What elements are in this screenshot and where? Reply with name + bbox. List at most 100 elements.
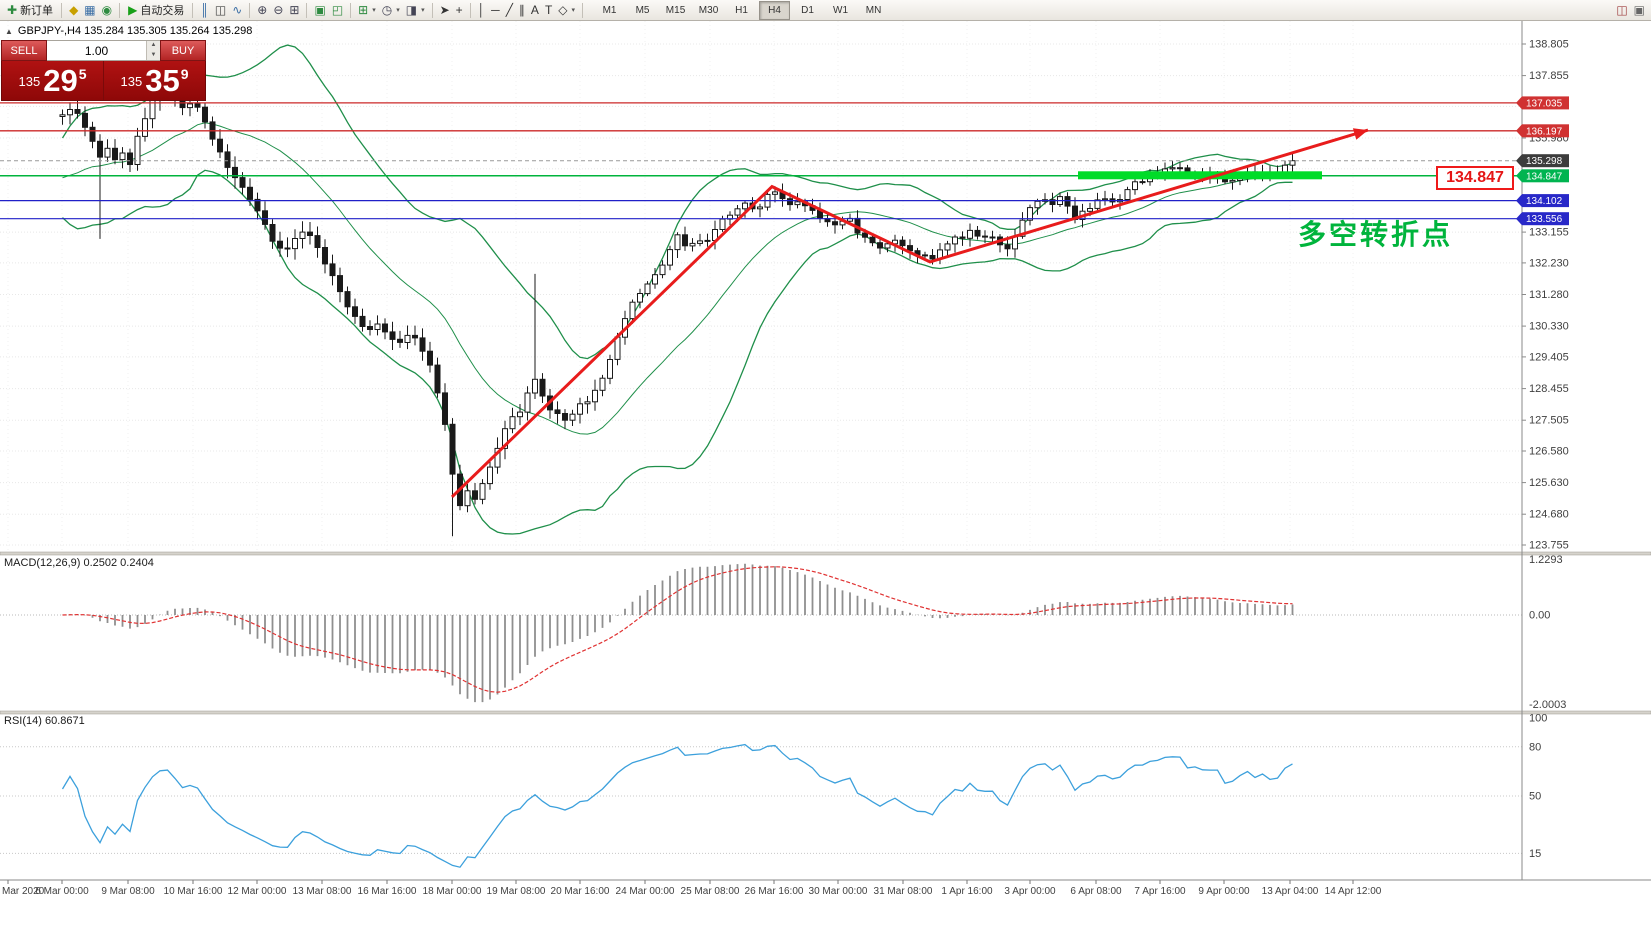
timeframe-m15-button[interactable]: M15	[665, 4, 686, 16]
svg-text:133.155: 133.155	[1529, 227, 1569, 239]
buy-button[interactable]: BUY	[160, 40, 206, 61]
timeframe-toolbar: M1 M5 M15 M30 H1 H4 D1 W1 MN	[593, 0, 890, 20]
timeframe-m1-button[interactable]: M1	[602, 4, 617, 16]
cursor-icon[interactable]: ➤	[439, 3, 450, 17]
candlestick-chart-icon[interactable]: ◫	[214, 3, 227, 17]
chart-plot-area[interactable]	[0, 21, 1522, 880]
svg-text:18 Mar 00:00: 18 Mar 00:00	[423, 886, 482, 897]
svg-text:24 Mar 00:00: 24 Mar 00:00	[616, 886, 675, 897]
svg-text:131.280: 131.280	[1529, 289, 1569, 301]
window-tile-icon[interactable]: ◫	[1616, 3, 1628, 17]
macd-signal-line	[62, 566, 1293, 693]
bar-chart-icon[interactable]: ║	[200, 3, 209, 17]
support-zone-highlight[interactable]	[1078, 171, 1322, 180]
timeframe-d1-button[interactable]: D1	[801, 4, 814, 16]
auto-trading-button[interactable]: ▶ 自动交易	[124, 1, 188, 19]
pane-separator[interactable]	[0, 710, 1651, 715]
vertical-line-icon[interactable]: │	[477, 3, 486, 17]
profiles-icon[interactable]: ◷ ▾	[381, 3, 400, 17]
new-chart-icon[interactable]: ⊞ ▾	[358, 3, 376, 17]
toolbar-separator	[192, 2, 194, 18]
svg-text:132.230: 132.230	[1529, 257, 1569, 269]
macd-zero-label: 0.00	[1529, 610, 1550, 622]
price-tag-135.298: 135.298	[1516, 154, 1569, 168]
templates-icon[interactable]: ◨ ▾	[405, 3, 425, 17]
auto-arrange-icon[interactable]: ▣	[314, 3, 326, 17]
toolbar-separator	[306, 2, 308, 18]
sell-price[interactable]: 135 29 5	[2, 61, 104, 100]
sell-price-sup: 5	[78, 66, 87, 82]
timeframe-mn-button[interactable]: MN	[865, 4, 882, 16]
macd-min-label: -2.0003	[1529, 699, 1566, 711]
window-cascade-icon[interactable]: ▣	[1633, 3, 1645, 17]
line-chart-icon[interactable]: ∿	[232, 3, 243, 17]
new-order-icon: ✚	[7, 3, 18, 17]
volume-input[interactable]	[47, 41, 146, 60]
svg-text:6 Apr 08:00: 6 Apr 08:00	[1070, 886, 1122, 897]
svg-text:9 Mar 08:00: 9 Mar 08:00	[101, 886, 155, 897]
volume-increase-button[interactable]: ▲	[147, 41, 160, 51]
svg-text:135.298: 135.298	[1526, 156, 1563, 167]
bollinger-middle-band	[62, 122, 1293, 435]
svg-text:30 Mar 00:00: 30 Mar 00:00	[809, 886, 868, 897]
macd-indicator-label: MACD(12,26,9) 0.2502 0.2404	[4, 557, 154, 569]
horizontal-line-icon[interactable]: ─	[491, 3, 500, 17]
timeframe-m5-button[interactable]: M5	[635, 4, 650, 16]
buy-price[interactable]: 135 35 9	[104, 61, 205, 100]
price-tag-134.102: 134.102	[1516, 194, 1569, 208]
market-watch-icon[interactable]: ▦	[84, 3, 96, 17]
sell-button[interactable]: SELL	[1, 40, 47, 61]
price-tag-134.847: 134.847	[1516, 169, 1569, 183]
rsi-level-label: 100	[1529, 713, 1547, 725]
svg-text:125.630: 125.630	[1529, 477, 1569, 489]
svg-text:14 Apr 12:00: 14 Apr 12:00	[1325, 886, 1382, 897]
toolbar-separator	[249, 2, 251, 18]
dropdown-arrow-icon: ▾	[396, 7, 400, 14]
svg-text:126.580: 126.580	[1529, 446, 1569, 458]
collapse-trade-panel-icon[interactable]: ▲	[5, 26, 13, 36]
dropdown-arrow-icon: ▾	[571, 7, 576, 14]
svg-text:13 Apr 04:00: 13 Apr 04:00	[1262, 886, 1319, 897]
svg-text:133.556: 133.556	[1526, 214, 1563, 225]
svg-text:12 Mar 00:00: 12 Mar 00:00	[228, 886, 287, 897]
volume-stepper: ▲ ▼	[146, 41, 160, 60]
svg-text:9 Apr 00:00: 9 Apr 00:00	[1198, 886, 1250, 897]
new-order-label: 新订单	[20, 5, 54, 17]
arrows-icon[interactable]: ◇ ▾	[558, 3, 576, 17]
toolbar-separator	[119, 2, 121, 18]
price-axis[interactable]: 138.805137.855135.980133.155132.230131.2…	[1521, 21, 1569, 880]
timeframe-h1-button[interactable]: H1	[735, 4, 748, 16]
svg-text:137.855: 137.855	[1529, 70, 1569, 82]
svg-text:19 Mar 08:00: 19 Mar 08:00	[487, 886, 546, 897]
timeframe-h4-button[interactable]: H4	[759, 0, 791, 20]
timeframe-w1-button[interactable]: W1	[833, 4, 849, 16]
dropdown-arrow-icon: ▾	[421, 7, 425, 14]
metaeditor-icon[interactable]: ◆	[69, 3, 79, 17]
equidistant-channel-icon[interactable]: ∥	[518, 3, 525, 17]
svg-text:134.847: 134.847	[1526, 171, 1563, 182]
text-label-icon[interactable]: T	[544, 3, 553, 17]
svg-text:134.102: 134.102	[1526, 196, 1563, 207]
zoom-out-icon[interactable]: ⊖	[273, 3, 284, 17]
new-order-button[interactable]: ✚ 新订单	[3, 1, 57, 19]
navigator-icon[interactable]: ◉	[101, 3, 113, 17]
price-tag-133.556: 133.556	[1516, 212, 1569, 226]
bollinger-upper-band	[61, 44, 1293, 360]
svg-text:138.805: 138.805	[1529, 39, 1569, 51]
svg-text:124.680: 124.680	[1529, 509, 1569, 521]
timeframe-m30-button[interactable]: M30	[698, 4, 719, 16]
tile-windows-icon[interactable]: ⊞	[289, 3, 300, 17]
zoom-in-icon[interactable]: ⊕	[257, 3, 268, 17]
trendline-icon[interactable]: ╱	[505, 3, 513, 17]
cascade-windows-icon[interactable]: ◰	[331, 3, 344, 17]
crosshair-icon[interactable]: +	[455, 3, 463, 17]
toolbar-separator	[582, 2, 584, 18]
trendline-zigzag[interactable]	[450, 128, 1369, 498]
text-icon[interactable]: A	[530, 3, 539, 17]
price-tag-137.035: 137.035	[1516, 96, 1569, 110]
volume-decrease-button[interactable]: ▼	[147, 50, 160, 60]
svg-text:6 Mar 00:00: 6 Mar 00:00	[35, 886, 89, 897]
pane-separator[interactable]	[0, 551, 1651, 556]
toolbar-separator	[431, 2, 433, 18]
